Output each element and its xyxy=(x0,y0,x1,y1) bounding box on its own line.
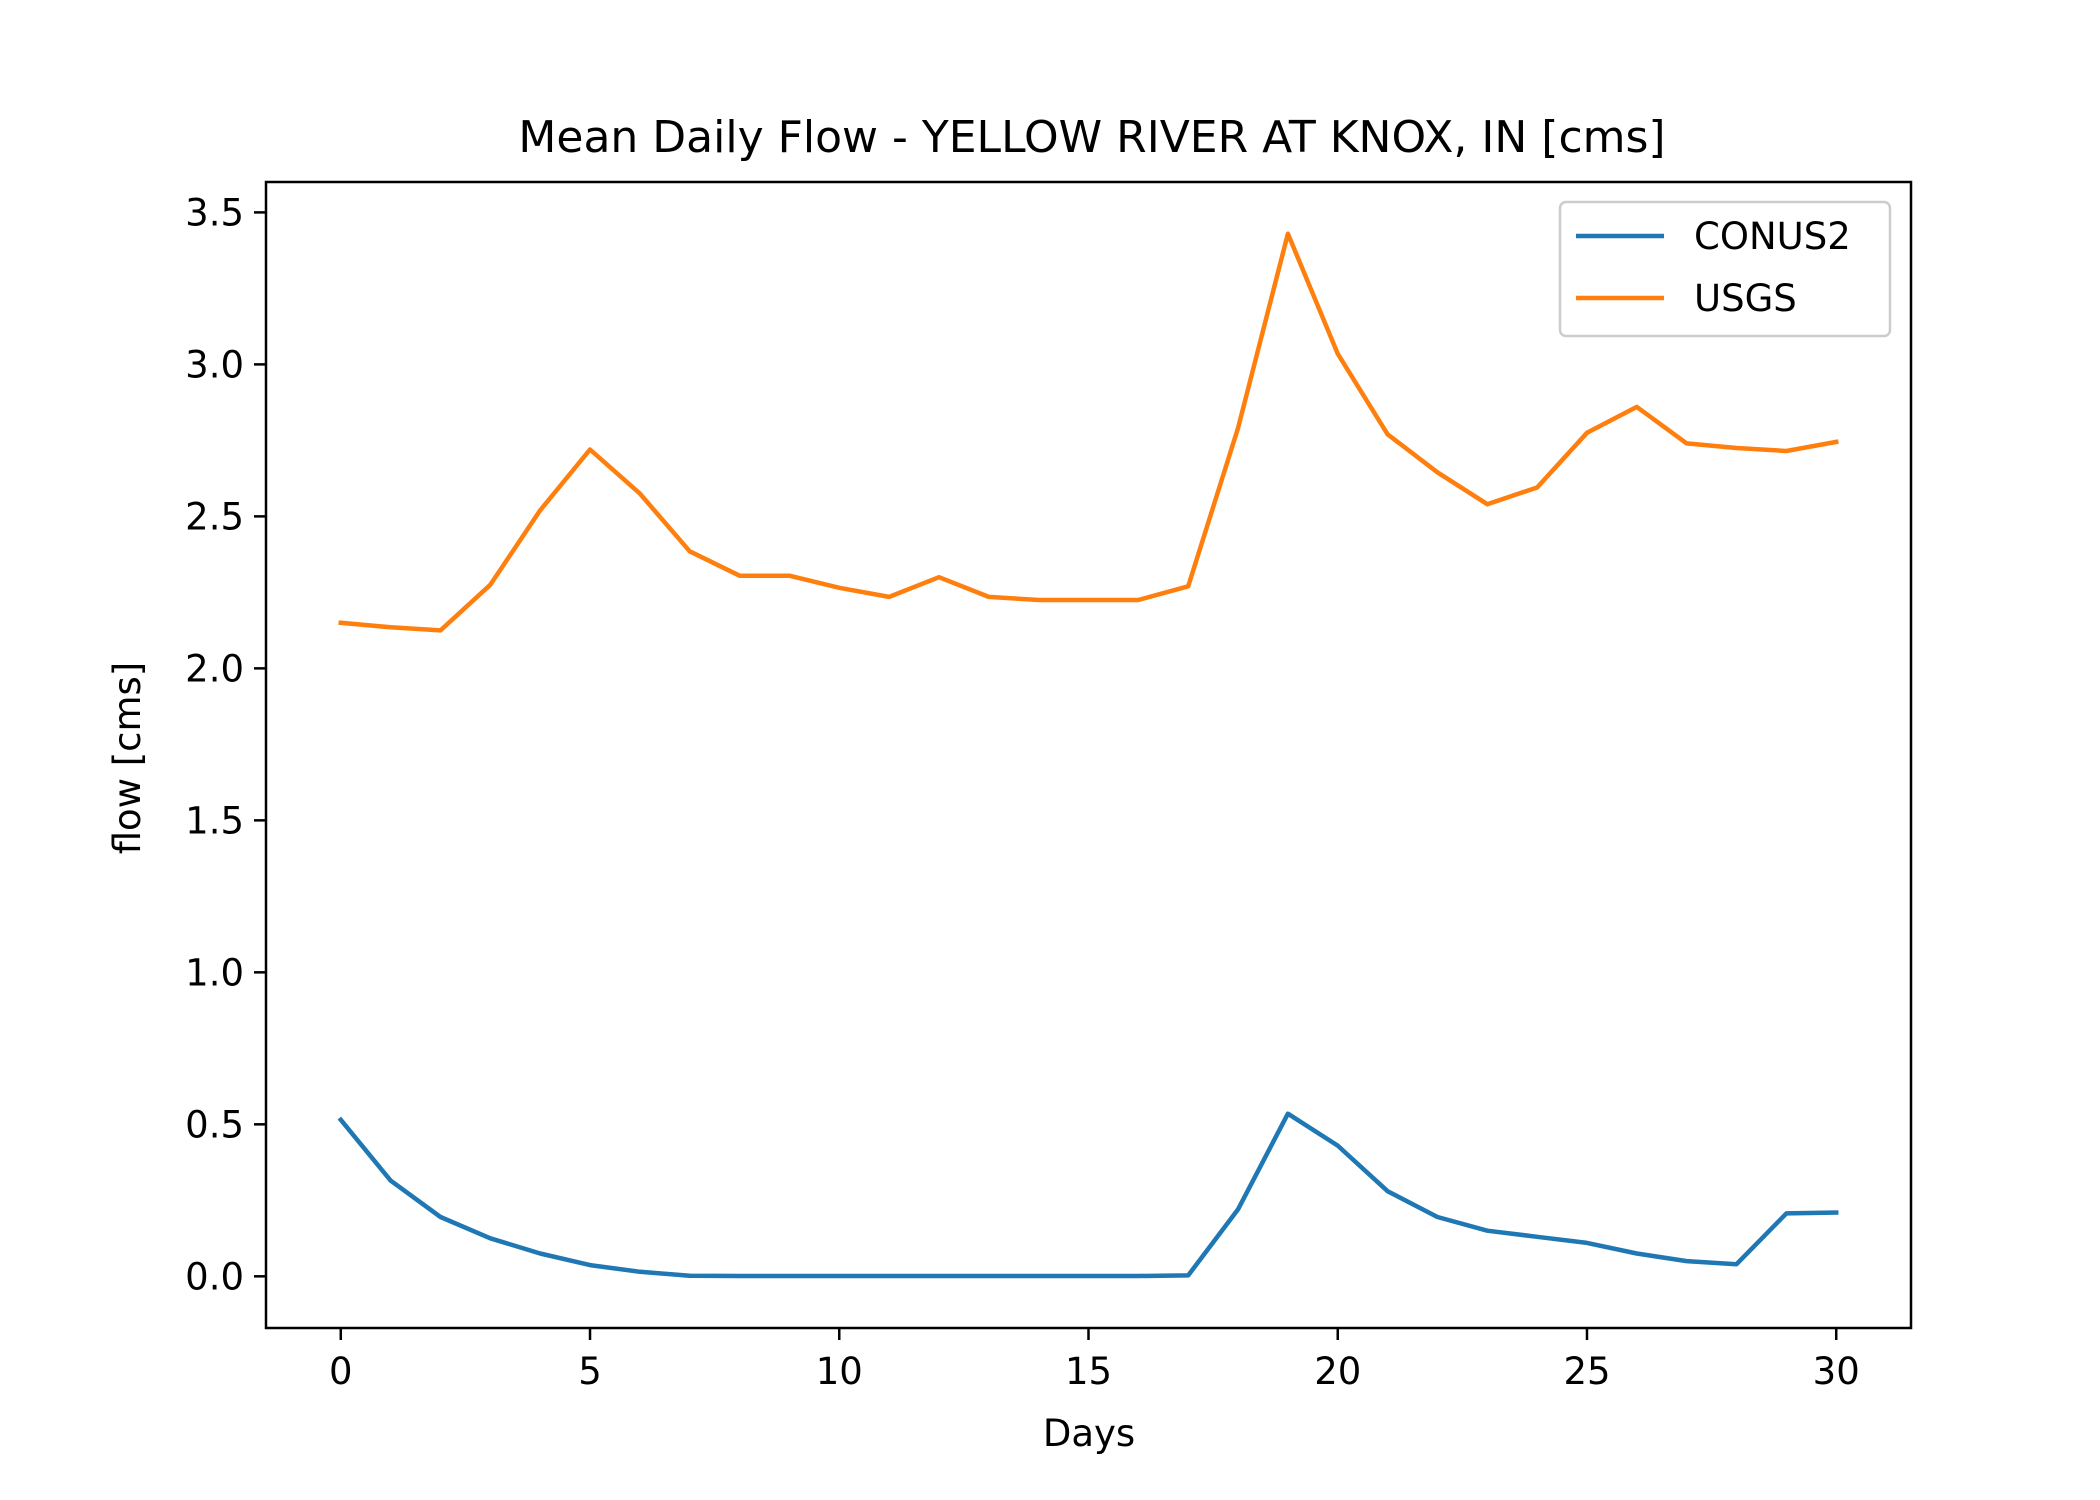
x-tick-label: 20 xyxy=(1314,1350,1361,1393)
y-tick-label: 0.0 xyxy=(185,1255,244,1298)
y-axis-label: flow [cms] xyxy=(106,662,149,855)
y-tick-label: 1.0 xyxy=(185,951,244,994)
series-layer xyxy=(337,231,1839,1279)
series-line-usgs xyxy=(338,231,1839,633)
x-axis: 0 5 10 15 20 25 30 xyxy=(329,1328,1860,1393)
y-tick-label: 3.0 xyxy=(185,343,244,386)
y-tick-label: 2.0 xyxy=(185,647,244,690)
legend: CONUS2 USGS xyxy=(1558,200,1892,338)
series-line-conus2 xyxy=(337,1111,1839,1279)
y-axis: 0.0 0.5 1.0 1.5 2.0 2.5 3.0 3.5 xyxy=(185,191,266,1298)
x-tick-label: 10 xyxy=(816,1350,863,1393)
x-tick-label: 15 xyxy=(1065,1350,1112,1393)
y-tick-label: 2.5 xyxy=(185,495,244,538)
y-tick-label: 1.5 xyxy=(185,799,244,842)
x-tick-label: 0 xyxy=(329,1350,353,1393)
x-axis-label: Days xyxy=(1043,1412,1135,1455)
y-tick-label: 0.5 xyxy=(185,1103,244,1146)
x-tick-label: 5 xyxy=(578,1350,602,1393)
chart-title: Mean Daily Flow - YELLOW RIVER AT KNOX, … xyxy=(518,112,1665,163)
x-tick-label: 30 xyxy=(1813,1350,1860,1393)
legend-label-usgs: USGS xyxy=(1694,277,1797,320)
x-tick-label: 25 xyxy=(1563,1350,1610,1393)
y-tick-label: 3.5 xyxy=(185,191,244,234)
legend-label-conus2: CONUS2 xyxy=(1694,215,1851,258)
